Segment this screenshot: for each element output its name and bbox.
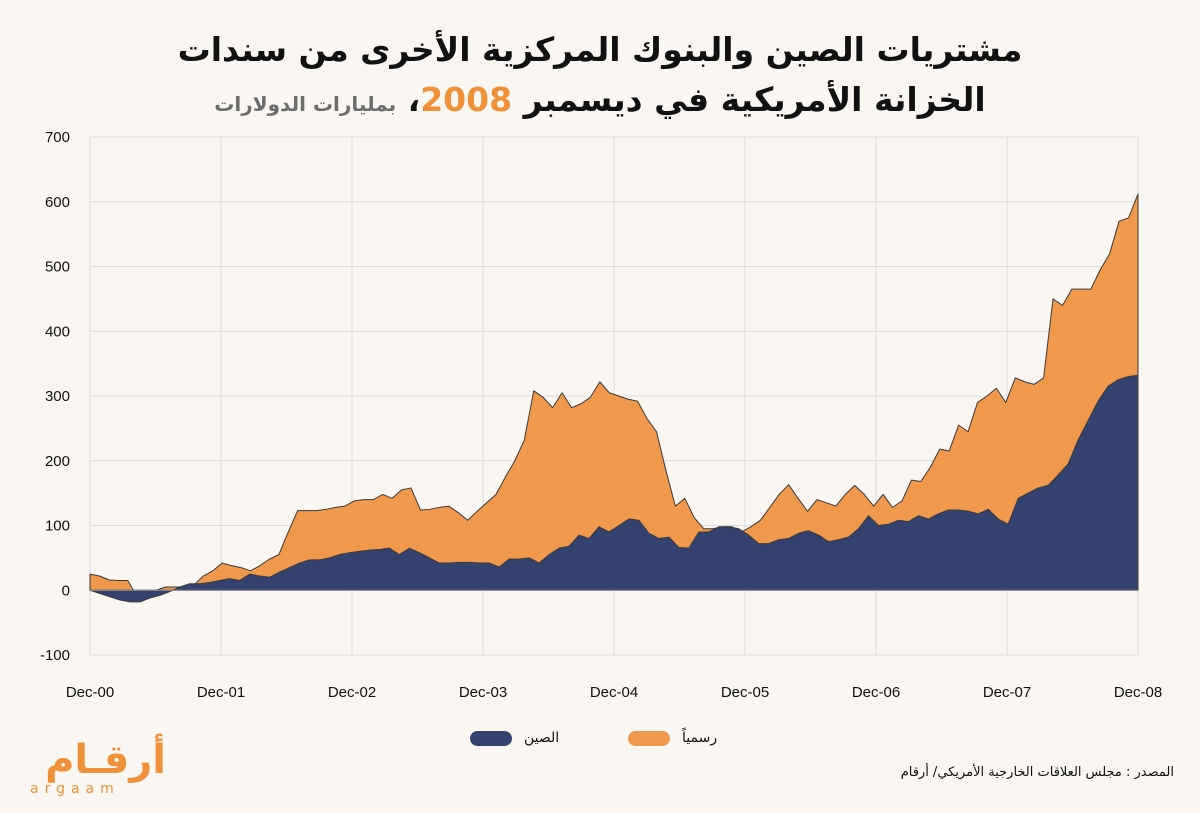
logo-arabic: أرقـام	[45, 737, 166, 783]
legend-swatch-official	[628, 730, 670, 746]
series-area-official	[89, 193, 1139, 598]
y-tick-label: -100	[40, 647, 70, 664]
series-area-china	[89, 374, 1139, 603]
logo-latin: argaam	[30, 781, 120, 797]
x-tick-label: Dec-07	[983, 684, 1031, 701]
y-tick-label: 100	[45, 518, 70, 535]
x-tick-label: Dec-05	[721, 684, 769, 701]
title-text: الخزانة الأمريكية في ديسمبر	[523, 80, 986, 119]
title-year: 2008	[420, 80, 513, 119]
y-tick-label: 700	[45, 129, 70, 146]
source-note: المصدر : مجلس العلاقات الخارجية الأمريكي…	[900, 765, 1174, 780]
y-tick-label: 400	[45, 323, 70, 340]
y-tick-label: 500	[45, 259, 70, 276]
argaam-logo: أرقـام argaam	[26, 738, 166, 796]
x-tick-label: Dec-01	[197, 684, 245, 701]
axes: -100 0 100 200 300 400 500 600 700 Dec-00 Dec-01 De…	[40, 129, 1162, 701]
legend-label-official: رسمياً	[682, 730, 718, 746]
x-tick-label: Dec-02	[328, 684, 376, 701]
x-tick-label: Dec-00	[66, 684, 114, 701]
chart-title-line-1: مشتريات الصين والبنوك المركزية الأخرى من…	[177, 30, 1023, 69]
title-unit: بمليارات الدولارات	[214, 92, 397, 116]
y-tick-label: 600	[45, 194, 70, 211]
y-tick-label: 200	[45, 453, 70, 470]
y-tick-label: 300	[45, 388, 70, 405]
x-tick-label: Dec-04	[590, 684, 638, 701]
x-tick-label: Dec-03	[459, 684, 507, 701]
legend-item-china: الصين	[470, 730, 559, 746]
chart-title-line-2: الخزانة الأمريكية في ديسمبر 2008، بمليار…	[0, 80, 1200, 119]
legend-label-china: الصين	[524, 730, 560, 746]
legend-swatch-china	[470, 730, 512, 746]
y-tick-label: 0	[62, 582, 70, 599]
x-tick-label: Dec-06	[852, 684, 900, 701]
series-areas	[89, 193, 1139, 603]
legend-item-official: رسمياً	[628, 730, 717, 746]
x-tick-label: Dec-08	[1114, 684, 1162, 701]
title-separator: ،	[407, 80, 421, 119]
